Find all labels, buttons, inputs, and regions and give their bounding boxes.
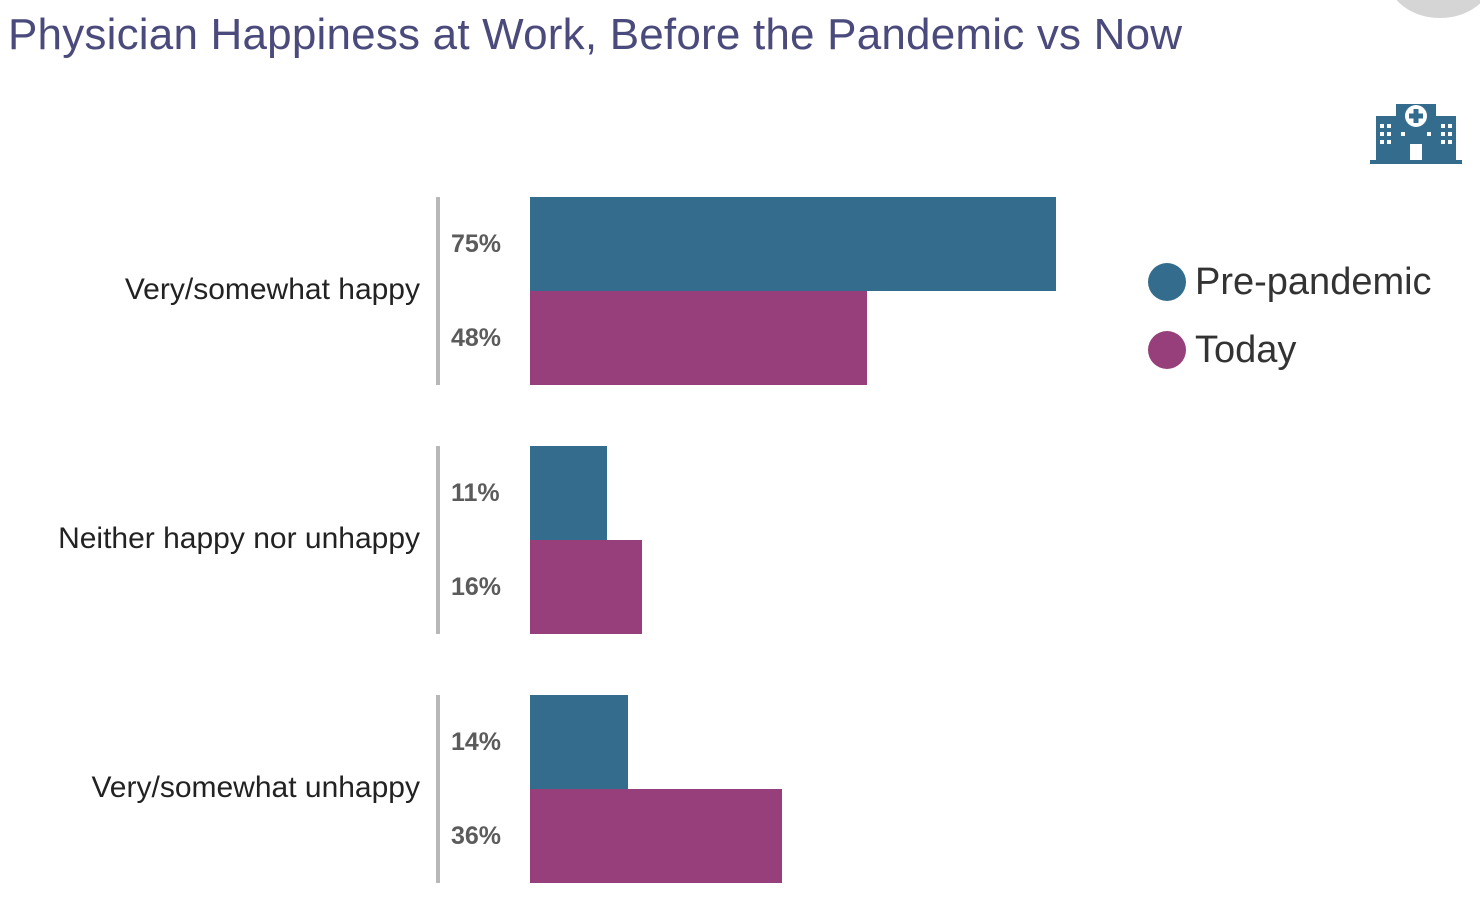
chart-legend: Pre-pandemic Today — [1148, 248, 1432, 384]
legend-item-today: Today — [1148, 316, 1432, 384]
legend-item-pre-pandemic: Pre-pandemic — [1148, 248, 1432, 316]
axis-divider — [436, 695, 440, 883]
legend-label-today: Today — [1195, 328, 1297, 371]
legend-swatch-today — [1148, 331, 1186, 369]
bar-today-unhappy — [530, 789, 783, 883]
bar-pre-pandemic-unhappy — [530, 695, 629, 789]
bar-today-happy — [530, 291, 867, 385]
hospital-building-icon — [1370, 104, 1462, 164]
data-label-pre-pandemic-unhappy: 14% — [451, 728, 502, 756]
bar-today-neither — [530, 540, 643, 634]
data-label-pre-pandemic-happy: 75% — [451, 230, 502, 258]
legend-swatch-pre-pandemic — [1148, 263, 1186, 301]
data-label-today-neither: 16% — [451, 573, 502, 601]
category-label-unhappy: Very/somewhat unhappy — [91, 771, 420, 804]
data-label-pre-pandemic-neither: 11% — [451, 479, 500, 507]
bar-pre-pandemic-neither — [530, 446, 608, 540]
axis-divider — [436, 446, 440, 634]
corner-decoration — [1388, 0, 1480, 18]
bar-pre-pandemic-happy — [530, 197, 1056, 291]
axis-divider — [436, 197, 440, 385]
category-label-happy: Very/somewhat happy — [124, 273, 420, 306]
chart-title: Physician Happiness at Work, Before the … — [8, 10, 1183, 59]
legend-label-pre-pandemic: Pre-pandemic — [1195, 260, 1432, 303]
data-label-today-unhappy: 36% — [451, 822, 502, 850]
category-label-neither: Neither happy nor unhappy — [58, 522, 420, 555]
data-label-today-happy: 48% — [451, 324, 502, 352]
